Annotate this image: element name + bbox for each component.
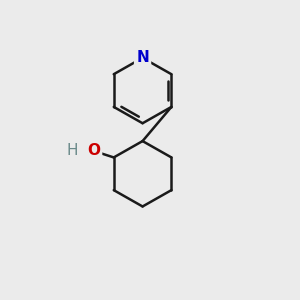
Text: N: N — [136, 50, 149, 65]
Text: O: O — [87, 143, 100, 158]
Text: H: H — [67, 143, 79, 158]
